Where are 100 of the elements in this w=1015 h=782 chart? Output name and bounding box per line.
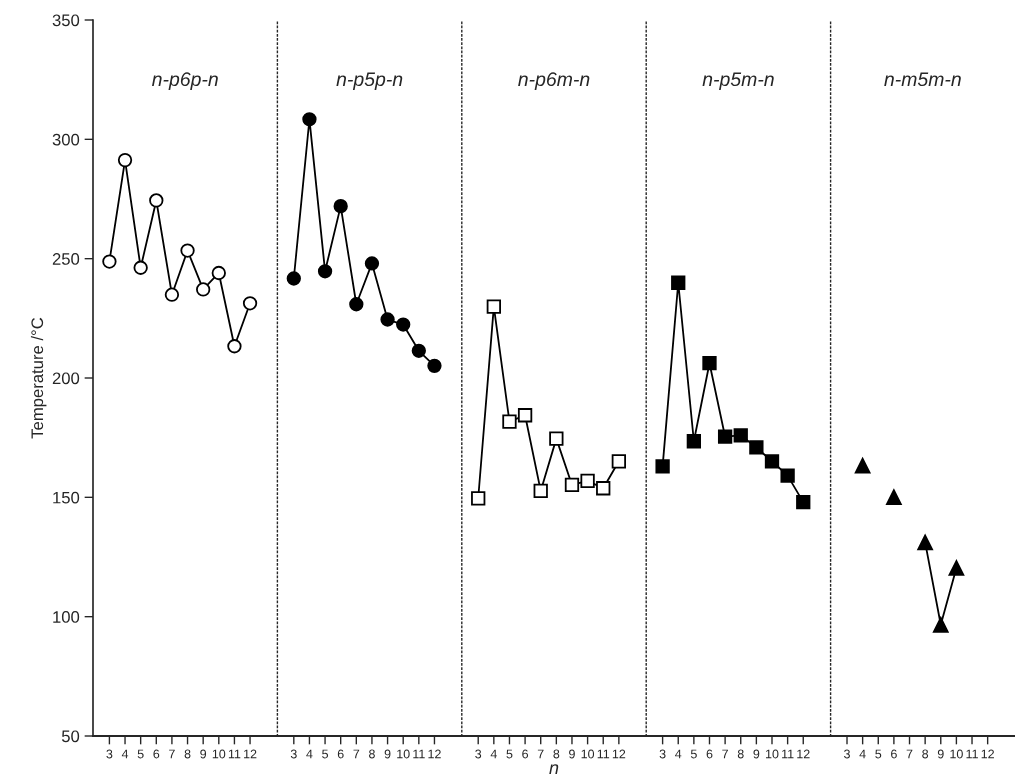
point bbox=[102, 254, 117, 269]
x-tick-label: 9 bbox=[569, 749, 575, 759]
y-tick-label: 200 bbox=[52, 372, 80, 385]
y-tick-label: 50 bbox=[61, 730, 80, 743]
x-tick-label: 4 bbox=[121, 749, 129, 759]
point bbox=[211, 265, 226, 281]
x-tick-label: 5 bbox=[506, 749, 513, 759]
point bbox=[749, 440, 764, 455]
x-tick-label: 11 bbox=[782, 749, 794, 759]
point bbox=[717, 429, 733, 444]
point bbox=[164, 287, 180, 302]
x-axis-title: n bbox=[549, 764, 559, 774]
x-tick-label: 9 bbox=[200, 749, 207, 759]
point bbox=[854, 457, 871, 474]
point bbox=[533, 483, 548, 499]
annotation: n-m5m-n bbox=[884, 72, 961, 87]
point bbox=[780, 468, 795, 483]
point bbox=[471, 491, 486, 506]
x-tick-label: 10 bbox=[950, 749, 963, 759]
annotation: n-p6p-n bbox=[152, 72, 218, 90]
x-tick-label: 12 bbox=[428, 749, 441, 759]
point bbox=[886, 489, 902, 505]
x-tick-label: 11 bbox=[413, 749, 425, 759]
point bbox=[302, 112, 317, 127]
point bbox=[317, 264, 333, 279]
x-tick-label: 4 bbox=[675, 749, 682, 759]
x-tick-label: 9 bbox=[937, 749, 944, 759]
point bbox=[286, 271, 301, 286]
point bbox=[932, 616, 949, 633]
x-tick-label: 10 bbox=[766, 749, 779, 759]
x-tick-label: 6 bbox=[337, 749, 344, 759]
point bbox=[686, 434, 702, 449]
x-tick-label: 8 bbox=[553, 749, 560, 759]
x-tick-label: 3 bbox=[106, 749, 113, 759]
x-tick-label: 4 bbox=[859, 749, 866, 759]
point bbox=[117, 152, 133, 168]
x-tick-label: 8 bbox=[922, 749, 929, 759]
point bbox=[227, 339, 242, 354]
x-tick-label: 7 bbox=[906, 749, 913, 759]
x-tick-label: 6 bbox=[891, 749, 897, 759]
point bbox=[242, 296, 258, 311]
x-tick-label: 6 bbox=[153, 749, 160, 759]
x-tick-label: 3 bbox=[290, 749, 297, 759]
point bbox=[733, 428, 748, 443]
x-tick-label: 9 bbox=[384, 749, 391, 759]
y-tick-label: 100 bbox=[53, 611, 80, 623]
x-tick-label: 11 bbox=[228, 749, 241, 759]
x-tick-label: 11 bbox=[597, 749, 610, 759]
point bbox=[596, 481, 611, 496]
point bbox=[702, 356, 717, 371]
point bbox=[948, 560, 965, 576]
point bbox=[796, 494, 811, 510]
point bbox=[517, 408, 533, 423]
x-tick-label: 3 bbox=[475, 749, 482, 759]
y-tick-label: 250 bbox=[52, 253, 80, 265]
x-tick-label: 8 bbox=[184, 749, 191, 759]
x-tick-label: 5 bbox=[322, 749, 329, 759]
point bbox=[549, 431, 564, 446]
x-tick-label: 6 bbox=[522, 749, 529, 759]
point bbox=[364, 256, 380, 271]
annotation: n-p5m-n bbox=[702, 72, 774, 90]
point bbox=[196, 282, 211, 297]
y-tick-label: 150 bbox=[53, 491, 80, 504]
point bbox=[580, 473, 595, 489]
point bbox=[411, 343, 426, 358]
x-tick-label: 3 bbox=[659, 749, 666, 759]
x-tick-label: 11 bbox=[966, 749, 978, 759]
point bbox=[149, 193, 164, 208]
x-tick-label: 5 bbox=[875, 749, 882, 759]
point bbox=[380, 312, 395, 327]
x-tick-label: 12 bbox=[981, 749, 994, 759]
x-tick-label: 12 bbox=[797, 749, 810, 759]
point bbox=[396, 317, 411, 332]
x-tick-label: 3 bbox=[844, 749, 850, 759]
x-tick-label: 10 bbox=[212, 749, 226, 759]
annotation: n-p5p-n bbox=[336, 72, 403, 90]
point bbox=[564, 477, 580, 493]
y-axis-title: Temperature /°C bbox=[30, 317, 47, 439]
point bbox=[333, 199, 348, 214]
x-tick-label: 7 bbox=[353, 749, 360, 759]
x-tick-label: 7 bbox=[537, 749, 544, 759]
point bbox=[180, 243, 195, 258]
point bbox=[655, 459, 670, 474]
x-tick-label: 12 bbox=[612, 749, 626, 759]
y-tick-label: 300 bbox=[52, 133, 80, 146]
x-tick-label: 9 bbox=[753, 749, 760, 759]
x-tick-label: 12 bbox=[244, 749, 257, 759]
point bbox=[486, 299, 501, 314]
x-tick-label: 4 bbox=[306, 749, 313, 759]
x-tick-label: 8 bbox=[369, 749, 375, 759]
x-tick-label: 10 bbox=[581, 749, 595, 759]
point bbox=[671, 275, 686, 290]
x-tick-label: 7 bbox=[722, 749, 728, 759]
x-tick-label: 5 bbox=[137, 749, 144, 759]
x-tick-label: 7 bbox=[169, 749, 175, 759]
point bbox=[917, 534, 933, 551]
point bbox=[611, 454, 627, 469]
point bbox=[349, 297, 364, 312]
point bbox=[502, 414, 517, 429]
x-tick-label: 10 bbox=[397, 749, 410, 759]
